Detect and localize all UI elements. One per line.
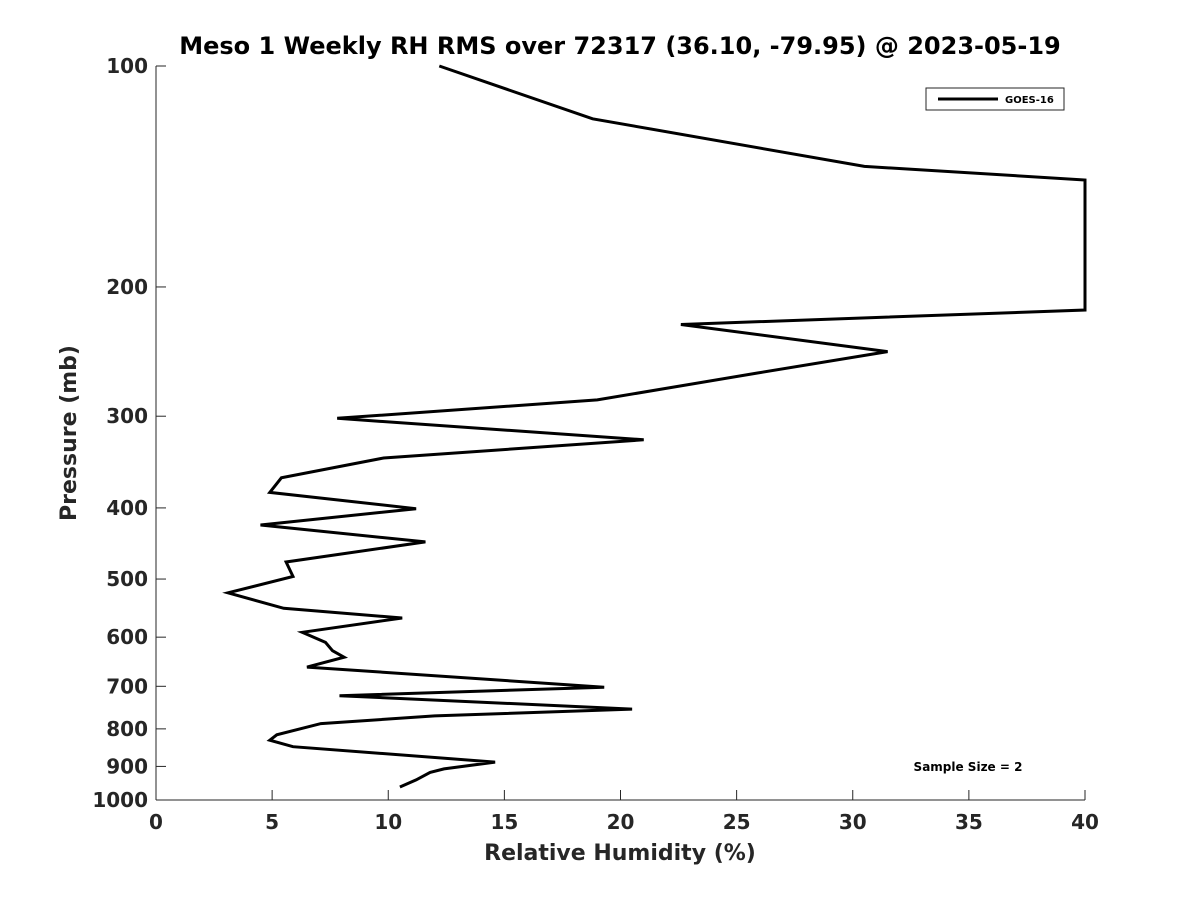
series-layer bbox=[222, 64, 1087, 789]
series-line-goes16 bbox=[222, 64, 1087, 789]
legend-entry-goes16: GOES-16 bbox=[1005, 95, 1054, 106]
y-tick-label: 500 bbox=[106, 567, 148, 591]
y-axis-ticks: 100 200 300 400 500 600 700 800 900 1000 bbox=[92, 54, 166, 812]
y-tick-label: 700 bbox=[106, 674, 148, 698]
legend: GOES-16 bbox=[925, 87, 1065, 111]
x-tick-label: 25 bbox=[723, 810, 751, 834]
plot-area: 100 200 300 400 500 600 700 800 900 1000 0 5 10 15 20… bbox=[92, 54, 1099, 834]
y-tick-label: 200 bbox=[106, 275, 148, 299]
y-tick-label: 400 bbox=[106, 496, 148, 520]
y-tick-label: 300 bbox=[106, 404, 148, 428]
x-tick-label: 35 bbox=[955, 810, 983, 834]
x-tick-label: 20 bbox=[607, 810, 635, 834]
chart-title: Meso 1 Weekly RH RMS over 72317 (36.10, … bbox=[179, 32, 1061, 60]
sample-size-annotation: Sample Size = 2 bbox=[914, 760, 1023, 774]
x-tick-label: 40 bbox=[1071, 810, 1099, 834]
x-axis-label: Relative Humidity (%) bbox=[484, 841, 756, 866]
x-axis-ticks: 0 5 10 15 20 25 30 35 40 bbox=[149, 790, 1099, 834]
y-tick-label: 600 bbox=[106, 625, 148, 649]
y-tick-label: 800 bbox=[106, 717, 148, 741]
y-axis-label: Pressure (mb) bbox=[57, 345, 82, 521]
x-tick-label: 30 bbox=[839, 810, 867, 834]
y-tick-label: 900 bbox=[106, 754, 148, 778]
x-tick-label: 0 bbox=[149, 810, 163, 834]
x-tick-label: 10 bbox=[374, 810, 402, 834]
y-tick-label: 1000 bbox=[92, 788, 148, 812]
x-tick-label: 5 bbox=[265, 810, 279, 834]
x-tick-label: 15 bbox=[490, 810, 518, 834]
y-tick-label: 100 bbox=[106, 54, 148, 78]
